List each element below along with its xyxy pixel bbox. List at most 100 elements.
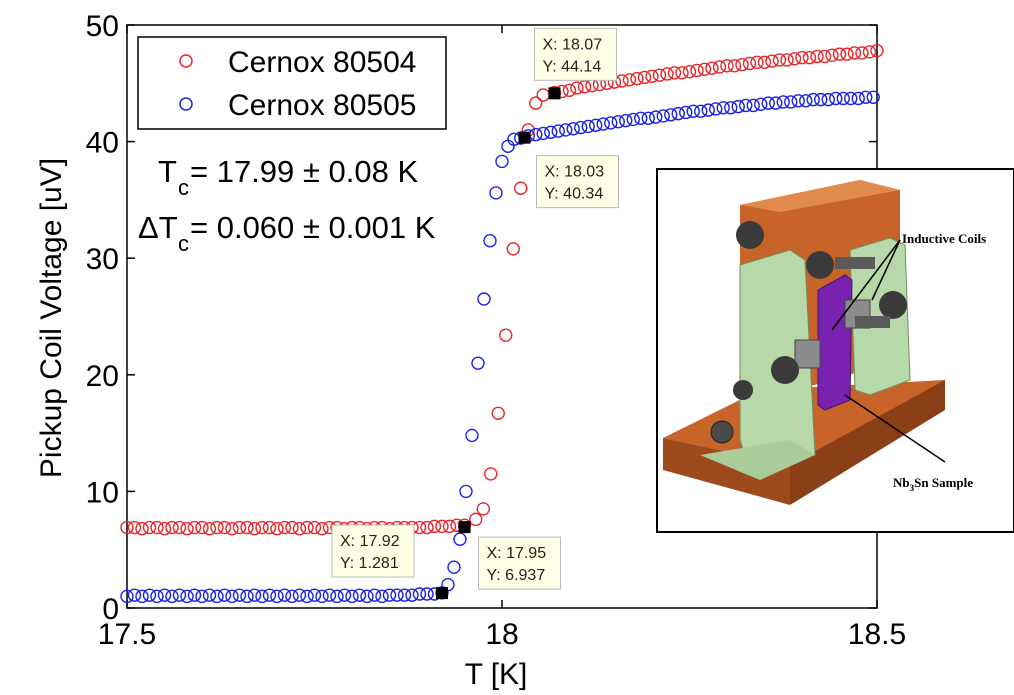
datatip-x: X: 17.92 bbox=[340, 533, 400, 550]
inset-figure: Inductive Coils Nb3Sn Sample bbox=[656, 168, 1014, 533]
data-point bbox=[232, 520, 247, 535]
inset-screw-4 bbox=[771, 356, 799, 384]
data-point bbox=[202, 588, 217, 602]
data-point bbox=[596, 117, 610, 131]
legend-marker-blue bbox=[179, 97, 193, 111]
data-point bbox=[806, 92, 820, 107]
data-point bbox=[277, 520, 292, 535]
data-point bbox=[870, 43, 884, 58]
data-point bbox=[427, 519, 442, 534]
data-point bbox=[544, 125, 558, 139]
legend-box bbox=[137, 36, 447, 130]
data-point bbox=[210, 589, 224, 604]
datatip-box bbox=[536, 155, 619, 209]
data-point bbox=[165, 589, 179, 604]
x-tick-label: 18 bbox=[485, 618, 518, 651]
data-point bbox=[821, 92, 835, 107]
datatip-y: Y: 1.281 bbox=[340, 555, 399, 572]
data-point bbox=[712, 60, 727, 74]
tc-value: = 17.99 ± 0.08 K bbox=[190, 154, 418, 189]
y-axis-label: Pickup Coil Voltage [uV] bbox=[35, 158, 68, 478]
data-point bbox=[499, 328, 513, 342]
data-point bbox=[634, 111, 648, 125]
inset-green-base bbox=[700, 440, 815, 480]
data-point bbox=[135, 589, 149, 604]
data-point bbox=[277, 588, 292, 602]
data-point bbox=[255, 520, 269, 535]
data-point bbox=[240, 520, 254, 535]
data-point bbox=[315, 589, 329, 604]
data-point bbox=[187, 588, 202, 602]
datatip: X: 18.03 Y: 40.34 bbox=[518, 131, 619, 209]
data-point bbox=[142, 588, 157, 602]
data-point bbox=[829, 91, 843, 106]
data-point bbox=[255, 589, 269, 604]
data-point bbox=[150, 589, 164, 604]
data-point bbox=[300, 589, 314, 604]
inset-screw-6 bbox=[710, 420, 734, 444]
y-tick-label: 0 bbox=[102, 593, 119, 626]
datatip-y: Y: 44.14 bbox=[543, 58, 602, 75]
data-point bbox=[769, 96, 783, 110]
data-point bbox=[660, 67, 674, 81]
data-point bbox=[307, 520, 322, 535]
data-point bbox=[465, 428, 479, 443]
data-point bbox=[352, 588, 367, 602]
data-point bbox=[375, 589, 389, 604]
data-point bbox=[120, 520, 134, 535]
data-point bbox=[727, 59, 742, 73]
delta-tc-annotation: ΔT c = 0.060 ± 0.001 K bbox=[138, 210, 436, 256]
data-point bbox=[469, 512, 483, 527]
data-point bbox=[825, 48, 839, 63]
data-point bbox=[262, 520, 277, 535]
inset-screw-shaft-1 bbox=[835, 257, 875, 269]
data-point bbox=[120, 589, 134, 604]
data-point bbox=[135, 522, 149, 536]
inset-base-side bbox=[790, 380, 945, 505]
data-point bbox=[649, 110, 663, 124]
data-point bbox=[307, 588, 322, 602]
data-point bbox=[225, 522, 239, 536]
data-point bbox=[157, 588, 172, 602]
data-point bbox=[615, 74, 629, 88]
data-point bbox=[127, 520, 142, 535]
data-point bbox=[787, 52, 802, 66]
inset-screw-2 bbox=[806, 251, 834, 279]
data-point bbox=[495, 154, 509, 169]
tc-symbol: T bbox=[158, 154, 177, 189]
data-point bbox=[217, 588, 232, 602]
data-point bbox=[581, 119, 595, 134]
data-point bbox=[724, 101, 738, 115]
inset-label-coils: Inductive Coils bbox=[902, 231, 986, 246]
inset-leader-sample bbox=[844, 394, 946, 463]
data-point bbox=[772, 53, 787, 67]
legend-marker-red bbox=[179, 54, 193, 68]
data-point bbox=[217, 520, 232, 535]
data-point bbox=[172, 520, 187, 535]
datatip-marker bbox=[518, 131, 531, 144]
data-point bbox=[551, 124, 565, 138]
data-point bbox=[611, 115, 625, 129]
inset-sample bbox=[817, 274, 853, 411]
data-point bbox=[694, 104, 708, 118]
inset-screw-shaft-2 bbox=[855, 316, 890, 328]
inset-base-front bbox=[663, 438, 790, 505]
data-point bbox=[240, 589, 254, 604]
y-tick-label: 50 bbox=[86, 10, 119, 43]
data-point bbox=[300, 520, 314, 535]
data-point bbox=[489, 186, 503, 200]
y-tick-label: 10 bbox=[86, 476, 119, 509]
data-point bbox=[247, 588, 262, 602]
inset-screw-3 bbox=[879, 291, 907, 319]
inset-label-sample-pre: Nb bbox=[893, 475, 910, 490]
data-point bbox=[195, 520, 209, 535]
data-point bbox=[780, 53, 794, 67]
data-point bbox=[589, 118, 603, 132]
data-point bbox=[345, 589, 359, 604]
data-point bbox=[791, 94, 805, 108]
data-point bbox=[536, 126, 550, 141]
datatip-x: X: 17.95 bbox=[487, 545, 547, 562]
datatips: X: 18.07 Y: 44.14 X: 18.03 Y: 40.34 X: 17.92… bbox=[331, 27, 619, 600]
axis-ticks: 17.5 18 18.5 0 10 20 30 40 50 bbox=[86, 10, 907, 651]
datatip-box bbox=[331, 524, 415, 578]
